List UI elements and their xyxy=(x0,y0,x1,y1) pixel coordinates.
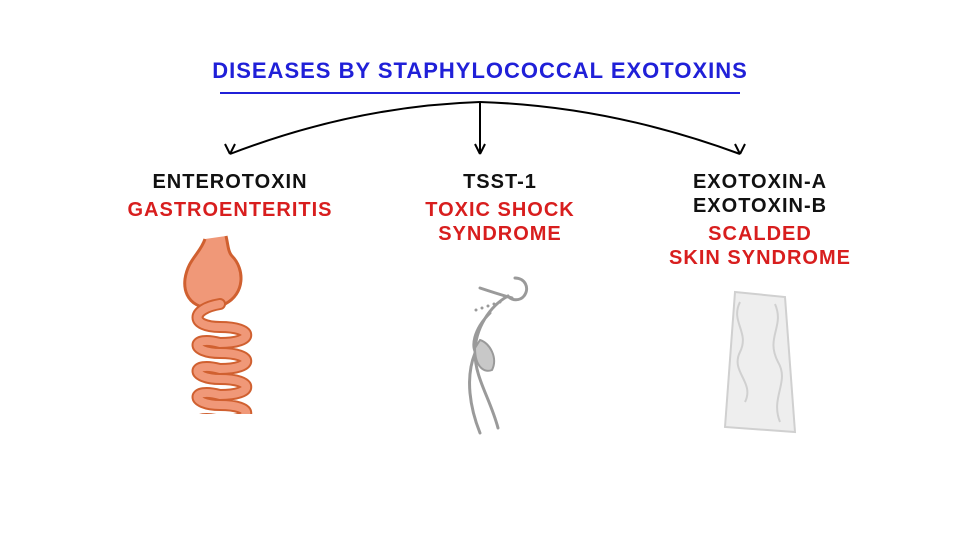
illustration-skin-peel xyxy=(630,282,890,452)
toxin-label: ENTEROTOXIN xyxy=(100,170,360,194)
sick-person-icon xyxy=(420,258,580,448)
disease-label: SCALDEDSKIN SYNDROME xyxy=(630,222,890,270)
column-exotoxin-ab: EXOTOXIN-AEXOTOXIN-B SCALDEDSKIN SYNDROM… xyxy=(630,170,890,452)
toxin-label: TSST-1 xyxy=(370,170,630,194)
toxin-label: EXOTOXIN-AEXOTOXIN-B xyxy=(630,170,890,218)
disease-label: GASTROENTERITIS xyxy=(100,198,360,222)
gi-tract-icon xyxy=(150,234,310,414)
column-tsst1: TSST-1 TOXIC SHOCKSYNDROME xyxy=(370,170,630,448)
disease-label: TOXIC SHOCKSYNDROME xyxy=(370,198,630,246)
illustration-gi-tract xyxy=(100,234,360,414)
branch-arrows xyxy=(0,94,960,174)
column-enterotoxin: ENTEROTOXIN GASTROENTERITIS xyxy=(100,170,360,414)
skin-peel-icon xyxy=(700,282,820,452)
illustration-sick-person xyxy=(370,258,630,448)
title-text: DISEASES BY STAPHYLOCOCCAL EXOTOXINS xyxy=(212,58,748,83)
page-title: DISEASES BY STAPHYLOCOCCAL EXOTOXINS xyxy=(212,58,748,84)
